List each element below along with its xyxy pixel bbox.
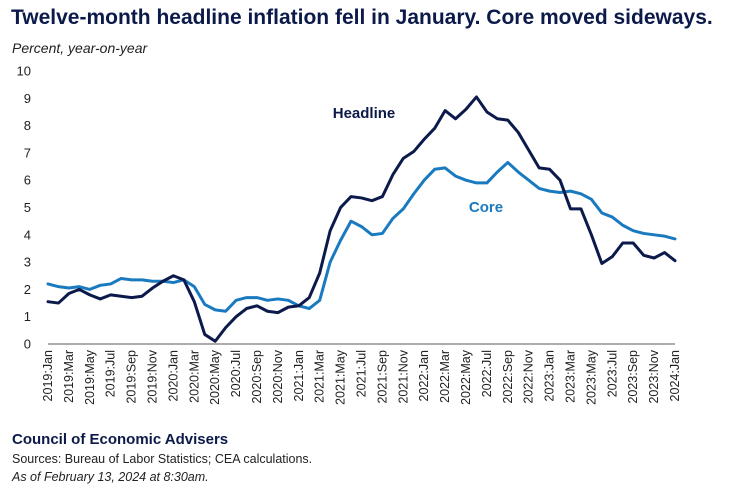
source-note: Sources: Bureau of Labor Statistics; CEA… [12,452,313,466]
x-tick-label: 2021:Jan [292,350,306,401]
x-tick-label: 2020:Jul [229,350,243,397]
y-axis-label: Percent, year-on-year [12,40,148,56]
x-tick-label: 2023:Jan [543,350,557,401]
y-tick-label: 9 [24,91,31,106]
y-tick-label: 4 [24,227,31,242]
y-tick-label: 6 [24,173,31,188]
x-tick-label: 2019:Jul [104,350,118,397]
series-line-core [46,160,677,313]
x-tick-label: 2021:Sep [375,350,389,404]
x-tick-label: 2023:Mar [564,350,578,403]
x-tick-label: 2022:Nov [522,349,536,403]
x-tick-label: 2022:May [459,349,473,405]
x-tick-label: 2020:Sep [250,350,264,404]
y-tick-label: 10 [17,64,31,79]
chart-title: Twelve-month headline inflation fell in … [11,6,713,29]
y-tick-label: 1 [24,309,31,324]
x-tick-label: 2023:Nov [647,349,661,403]
x-tick-label: 2022:Sep [501,350,515,404]
x-axis-ticks: 2019:Jan 2019:Mar 2019:May 2019:Jul 2019:Sep… [41,349,682,405]
x-tick-label: 2024:Jan [668,350,682,401]
source-organization: Council of Economic Advisers [12,431,229,448]
y-tick-label: 8 [24,118,31,133]
x-tick-label: 2021:Mar [313,350,327,403]
y-axis-ticks: 0 1 2 3 4 5 6 7 8 9 10 [17,64,31,352]
x-tick-label: 2019:Mar [62,350,76,403]
y-tick-label: 3 [24,255,31,270]
x-tick-label: 2022:Jul [480,350,494,397]
x-tick-label: 2020:May [208,349,222,405]
series-label-headline: Headline [333,105,396,122]
as-of-date: As of February 13, 2024 at 8:30am. [12,470,209,484]
x-tick-label: 2019:May [83,349,97,405]
x-tick-label: 2020:Jan [166,350,180,401]
y-tick-label: 7 [24,145,31,160]
series-line-headline [46,95,677,343]
x-tick-label: 2022:Mar [438,350,452,403]
y-tick-label: 2 [24,282,31,297]
x-tick-label: 2020:Mar [187,350,201,403]
x-tick-label: 2019:Jan [41,350,55,401]
x-tick-label: 2023:May [584,349,598,405]
series-label-core: Core [469,199,503,216]
x-tick-label: 2019:Nov [146,349,160,403]
x-tick-label: 2021:Jul [355,350,369,397]
x-tick-label: 2020:Nov [271,349,285,403]
x-tick-label: 2022:Jan [417,350,431,401]
x-tick-label: 2021:May [334,349,348,405]
y-tick-label: 0 [24,337,31,352]
x-tick-label: 2023:Sep [626,350,640,404]
x-tick-label: 2021:Nov [396,349,410,403]
x-tick-label: 2023:Jul [605,350,619,397]
x-tick-label: 2019:Sep [125,350,139,404]
y-tick-label: 5 [24,200,31,215]
series-lines [46,95,677,343]
